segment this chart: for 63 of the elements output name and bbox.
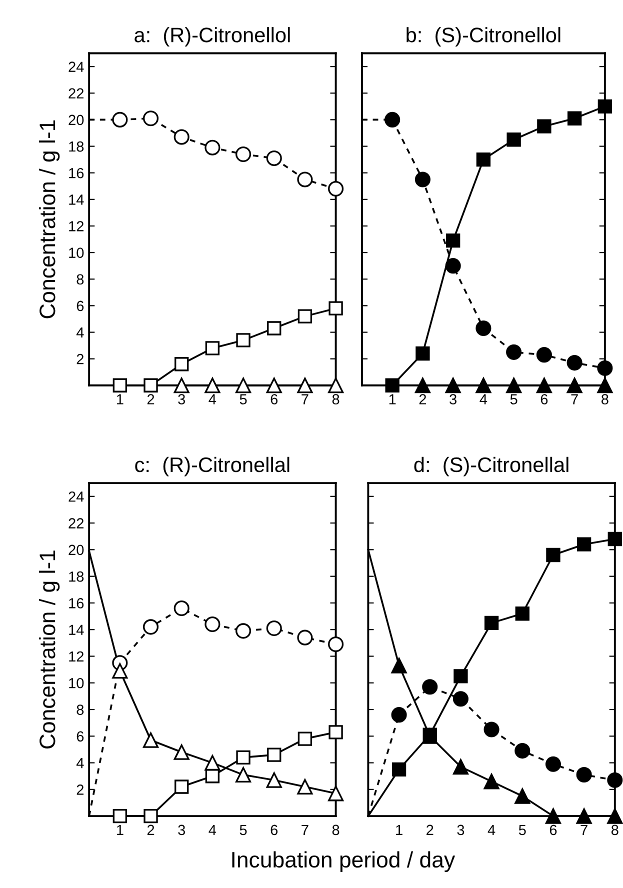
y-tick-label: 2 bbox=[76, 354, 84, 364]
x-tick-label: 3 bbox=[178, 824, 186, 836]
x-tick-label: 1 bbox=[389, 394, 396, 404]
x-tick-label: 6 bbox=[270, 824, 278, 836]
y-tick-label: 2 bbox=[76, 784, 84, 795]
x-tick-label: 8 bbox=[602, 394, 608, 404]
chart-title: b: (S)-Citronellol bbox=[406, 27, 560, 46]
x-tick-label: 7 bbox=[302, 394, 308, 404]
x-tick-label: 3 bbox=[457, 824, 464, 836]
x-tick-label: 7 bbox=[302, 824, 308, 835]
y-tick-label: 20 bbox=[68, 544, 84, 556]
x-tick-label: 4 bbox=[488, 824, 496, 835]
x-tick-label: 5 bbox=[240, 824, 247, 836]
x-tick-label: 3 bbox=[178, 394, 186, 404]
y-tick-label: 6 bbox=[76, 300, 84, 312]
x-tick-label: 6 bbox=[540, 394, 548, 404]
y-tick-label: 22 bbox=[68, 88, 84, 98]
x-tick-label: 8 bbox=[332, 394, 340, 404]
y-tick-label: 16 bbox=[69, 598, 84, 608]
y-tick-label: 8 bbox=[76, 274, 84, 285]
y-tick-label: 12 bbox=[69, 221, 84, 232]
y-tick-label: 10 bbox=[69, 248, 84, 258]
x-tick-label: 8 bbox=[611, 824, 618, 836]
x-tick-label: 5 bbox=[510, 394, 518, 404]
y-tick-label: 24 bbox=[68, 491, 84, 502]
x-tick-label: 4 bbox=[480, 394, 488, 404]
y-tick-label: 24 bbox=[68, 62, 84, 72]
y-tick-label: 18 bbox=[69, 141, 84, 152]
x-tick-label: 4 bbox=[208, 394, 216, 404]
x-tick-label: 2 bbox=[426, 824, 434, 835]
y-tick-label: 8 bbox=[76, 704, 84, 715]
x-tick-label: 2 bbox=[147, 824, 154, 835]
x-tick-label: 2 bbox=[147, 394, 154, 404]
x-tick-label: 7 bbox=[580, 824, 588, 835]
chart-title: c: (R)-Citronellal bbox=[135, 456, 290, 476]
y-tick-label: 6 bbox=[76, 731, 84, 742]
x-tick-label: 6 bbox=[270, 394, 278, 404]
y-tick-label: 18 bbox=[69, 571, 84, 582]
y-tick-label: 20 bbox=[68, 114, 84, 126]
x-tick-label: 1 bbox=[116, 394, 124, 404]
y-tick-label: 16 bbox=[69, 168, 84, 178]
y-tick-label: 4 bbox=[76, 758, 84, 768]
x-tick-label: 2 bbox=[419, 394, 426, 404]
y-tick-label: 12 bbox=[69, 651, 84, 662]
x-tick-label: 1 bbox=[396, 824, 402, 835]
chart-title: d: (S)-Citronellal bbox=[414, 456, 568, 476]
y-tick-label: 14 bbox=[69, 624, 84, 635]
x-axis-title: Incubation period / day bbox=[232, 851, 456, 872]
x-tick-label: 5 bbox=[240, 394, 247, 404]
y-tick-label: 4 bbox=[76, 328, 84, 338]
chart-title: a: (R)-Citronellol bbox=[134, 27, 290, 46]
x-tick-label: 1 bbox=[116, 824, 124, 835]
y-tick-label: 14 bbox=[69, 194, 84, 205]
y-axis-title: Concentration / g l-1 bbox=[38, 550, 60, 748]
x-tick-label: 4 bbox=[208, 824, 216, 835]
x-tick-label: 7 bbox=[571, 394, 578, 404]
x-tick-label: 6 bbox=[550, 824, 557, 836]
x-tick-label: 8 bbox=[332, 824, 340, 836]
y-tick-label: 22 bbox=[68, 518, 84, 528]
x-tick-label: 5 bbox=[518, 824, 526, 836]
x-tick-label: 3 bbox=[450, 394, 456, 404]
y-axis-title: Concentration / g l-1 bbox=[38, 120, 60, 318]
y-tick-label: 10 bbox=[69, 678, 84, 688]
